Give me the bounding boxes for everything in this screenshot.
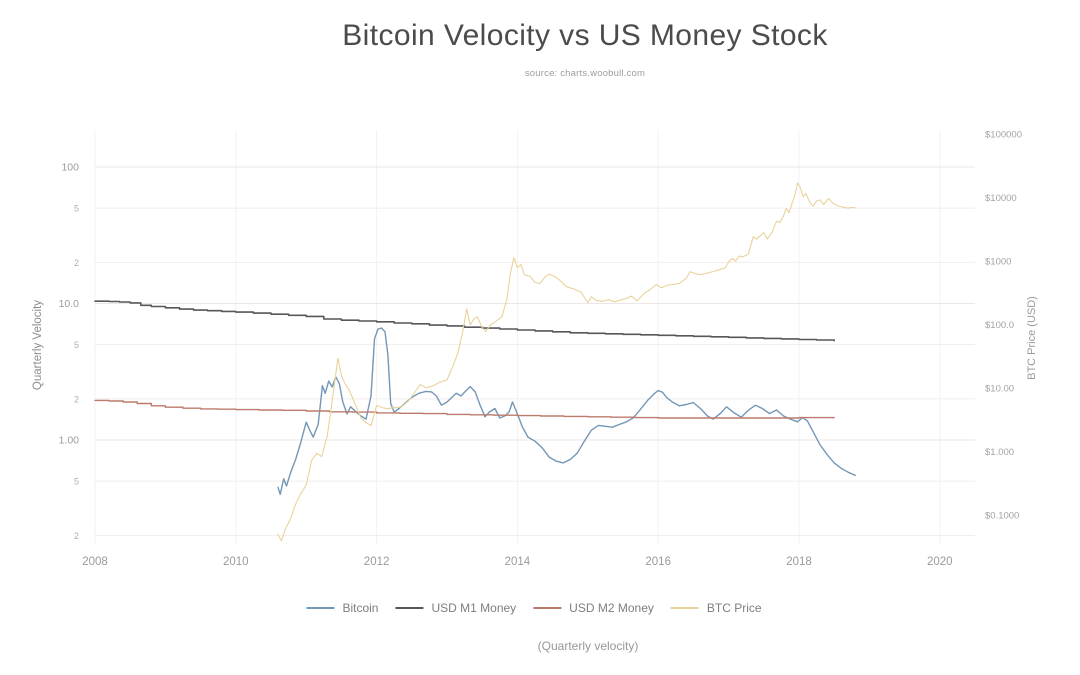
legend-item-btc-price[interactable]: BTC Price xyxy=(670,601,762,615)
usd-m1-money-swatch-line xyxy=(395,607,424,609)
left-tick-label: 2 xyxy=(74,258,79,268)
left-tick-label: 2 xyxy=(74,394,79,404)
right-tick-label: $10.00 xyxy=(985,384,1014,395)
right-tick-label: $1000 xyxy=(985,257,1011,268)
left-tick-label: 5 xyxy=(74,477,79,487)
left-tick-label: 10.0 xyxy=(59,298,80,310)
legend-label: BTC Price xyxy=(706,601,762,615)
legend-label: USD M1 Money xyxy=(431,601,517,615)
legend: Bitcoin USD M1 Money USD M2 Money BTC Price xyxy=(306,601,762,615)
series-line-usd-m1-money xyxy=(94,300,836,342)
right-tick-label: $100.0 xyxy=(985,320,1014,331)
legend-item-usd-m1-money[interactable]: USD M1 Money xyxy=(395,601,516,615)
x-tick-label: 2014 xyxy=(505,556,531,568)
x-tick-label: 2018 xyxy=(786,556,812,568)
legend-label: Bitcoin xyxy=(342,601,379,615)
x-tick-label: 2020 xyxy=(927,556,953,568)
legend-item-bitcoin[interactable]: Bitcoin xyxy=(306,601,378,615)
page-title: Bitcoin Velocity vs US Money Stock xyxy=(342,19,828,52)
x-tick-label: 2008 xyxy=(82,556,108,568)
x-tick-label: 2016 xyxy=(645,556,671,568)
series-line-bitcoin xyxy=(277,327,856,495)
left-tick-label: 1.00 xyxy=(59,435,80,447)
left-tick-label: 5 xyxy=(74,204,79,214)
right-tick-label: $0.1000 xyxy=(985,511,1019,522)
left-tick-label: 5 xyxy=(74,340,79,350)
chart-source-subtitle: source: charts.woobull.com xyxy=(524,68,646,79)
right-tick-label: $1.000 xyxy=(985,447,1014,458)
left-tick-label: 100 xyxy=(61,162,79,174)
usd-m2-money-swatch-line xyxy=(533,607,562,609)
right-tick-label: $100000 xyxy=(985,130,1022,141)
series-line-usd-m2-money xyxy=(94,399,835,419)
x-tick-label: 2012 xyxy=(364,556,390,568)
chart-caption: (Quarterly velocity) xyxy=(537,639,639,653)
legend-label: USD M2 Money xyxy=(569,601,654,615)
x-tick-label: 2010 xyxy=(223,556,249,568)
legend-item-usd-m2-money[interactable]: USD M2 Money xyxy=(533,601,654,615)
left-tick-label: 2 xyxy=(74,531,79,541)
btc-price-swatch-line xyxy=(670,607,699,609)
series-line-btc-price xyxy=(277,182,856,542)
bitcoin-swatch-line xyxy=(306,607,335,609)
right-tick-label: $10000 xyxy=(985,193,1017,204)
